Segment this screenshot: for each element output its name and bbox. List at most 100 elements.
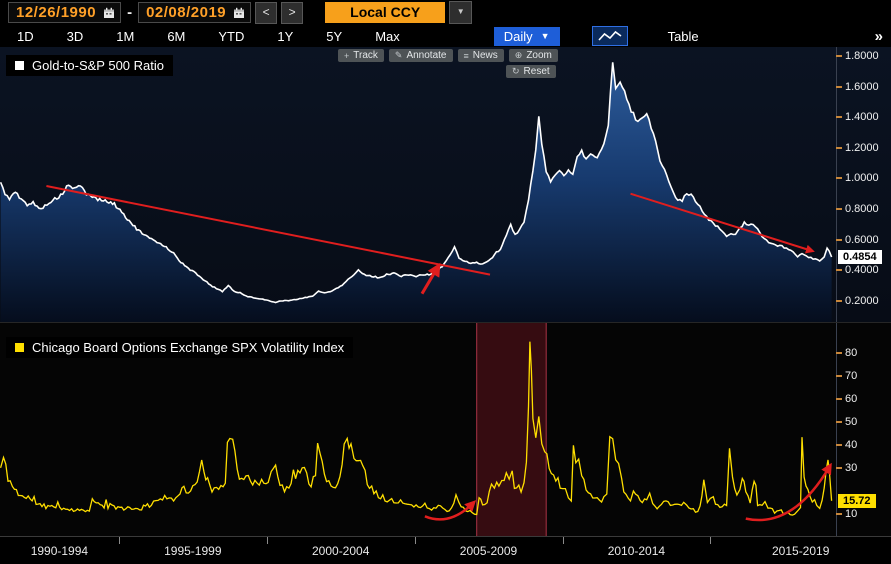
axis-tick-label: 1.0000 (845, 172, 879, 185)
x-axis-tick (710, 537, 712, 544)
tab-max[interactable]: Max (375, 28, 400, 44)
next-period-button[interactable]: > (281, 1, 304, 24)
more-chevrons-button[interactable]: » (874, 27, 883, 45)
chart-line-gold-spx-ratio (0, 62, 833, 304)
x-axis-tick (266, 537, 268, 544)
news-icon: ≡ (463, 50, 469, 61)
x-axis-tick (562, 537, 564, 544)
tab-1m[interactable]: 1M (116, 28, 135, 44)
x-axis-label: 1995-1999 (164, 544, 222, 558)
prev-period-button[interactable]: < (255, 1, 278, 24)
frequency-label: Daily (503, 28, 533, 44)
last-value-badge: 0.4854 (838, 250, 882, 264)
axis-tick-mark (836, 397, 842, 400)
last-value-badge: 15.72 (838, 493, 876, 508)
reset-button[interactable]: ↻ Reset (506, 65, 556, 78)
axis-tick-label: 0.4000 (845, 264, 879, 277)
gold-sp500-ratio-plot[interactable] (0, 47, 891, 322)
frequency-dropdown[interactable]: Daily ▼ (493, 26, 560, 46)
axis-tick-mark (836, 146, 842, 149)
annotate-button[interactable]: ✎ Annotate (388, 49, 453, 62)
zoom-button[interactable]: ⊕ Zoom (508, 49, 558, 62)
news-button[interactable]: ≡ News (457, 49, 504, 62)
tab-5y[interactable]: 5Y (326, 28, 343, 44)
x-axis-label: 2015-2019 (771, 544, 830, 558)
axis-tick-label: 0.6000 (845, 233, 879, 246)
date-toolbar: 12/26/1990 - 02/08/2019 < > Local CCY ▼ (0, 0, 891, 25)
vix-chart[interactable]: Chicago Board Options Exchange SPX Volat… (0, 322, 891, 537)
axis-tick-mark (836, 55, 842, 58)
start-date-value: 12/26/1990 (16, 4, 97, 21)
axis-tick-label: 1.6000 (845, 80, 879, 93)
axis-tick-label: 40 (845, 439, 858, 451)
axis-tick-mark (836, 116, 842, 119)
currency-dropdown-button[interactable]: ▼ (449, 1, 473, 24)
axis-tick-label: 50 (845, 415, 858, 428)
axis-tick-mark (836, 207, 842, 210)
chart-area-fill (0, 62, 832, 322)
x-axis-label: 2010-2014 (607, 544, 666, 558)
reset-icon: ↻ (512, 66, 520, 76)
crisis-shaded-band (476, 323, 547, 537)
annotation-trendline (630, 192, 815, 254)
x-axis-label: 1990-1994 (30, 544, 89, 558)
track-button[interactable]: + Track (338, 49, 384, 62)
vix-plot[interactable] (0, 323, 891, 537)
end-date-field[interactable]: 02/08/2019 (138, 2, 252, 23)
calendar-icon[interactable] (103, 7, 115, 19)
tab-ytd[interactable]: YTD (218, 28, 245, 44)
table-button[interactable]: Table (667, 28, 699, 44)
legend-bullet (15, 343, 24, 352)
x-axis-label: 2005-2009 (459, 544, 518, 558)
bottom-chart-legend-label: Chicago Board Options Exchange SPX Volat… (32, 340, 345, 355)
axis-tick-label: 70 (845, 369, 858, 382)
chart-type-button[interactable] (591, 26, 628, 46)
gold-sp500-ratio-chart[interactable]: Gold-to-S&P 500 Ratio + Track ✎ Annotate ≡ Ne… (0, 47, 891, 322)
axis-tick-mark (836, 444, 842, 446)
axis-tick-mark (836, 269, 842, 272)
legend-bullet (15, 61, 24, 70)
x-axis: 1990-1994 1995-1999 2000-2004 2005-2009 2010… (0, 536, 891, 564)
axis-tick-label: 1.2000 (845, 141, 879, 154)
axis-tick-mark (836, 299, 842, 302)
axis-tick-mark (836, 85, 842, 88)
date-range-separator: - (127, 4, 133, 21)
chevron-down-icon: ▼ (540, 31, 550, 41)
axis-tick-mark (836, 420, 842, 423)
axis-tick-mark (836, 374, 842, 377)
top-chart-legend: Gold-to-S&P 500 Ratio (6, 55, 173, 76)
annotate-icon: ✎ (394, 50, 403, 60)
tab-6m[interactable]: 6M (167, 28, 186, 44)
start-date-field[interactable]: 12/26/1990 (8, 2, 122, 23)
calendar-icon[interactable] (233, 7, 245, 19)
axis-tick-label: 10 (845, 508, 858, 520)
end-date-value: 02/08/2019 (146, 4, 227, 21)
tab-1d[interactable]: 1D (17, 28, 34, 44)
bottom-chart-legend: Chicago Board Options Exchange SPX Volat… (6, 337, 354, 358)
x-axis-tick (414, 537, 416, 544)
axis-tick-mark (836, 177, 842, 180)
axis-tick-mark (836, 351, 842, 354)
axis-tick-label: 1.4000 (845, 111, 879, 124)
annotation-curved_arrow (424, 500, 477, 521)
tab-3d[interactable]: 3D (66, 28, 84, 44)
period-tabbar: 1D 3D 1M 6M YTD 1Y 5Y Max Daily ▼ Table » (0, 25, 891, 47)
axis-tick-label: 80 (845, 346, 858, 359)
axis-tick-label: 60 (845, 392, 858, 405)
tab-1y[interactable]: 1Y (277, 28, 294, 44)
chart-controls: + Track ✎ Annotate ≡ News ⊕ Zoom (338, 49, 558, 62)
currency-selector[interactable]: Local CCY (325, 2, 446, 23)
axis-tick-label: 0.2000 (845, 294, 879, 307)
line-chart-icon (597, 30, 622, 42)
axis-tick-label: 1.8000 (845, 50, 879, 63)
x-axis-tick (118, 537, 120, 544)
period-tabs: 1D 3D 1M 6M YTD 1Y 5Y Max (8, 27, 424, 46)
annotation-trendline (46, 185, 491, 276)
axis-tick-mark (836, 513, 842, 515)
axis-tick-mark (836, 467, 842, 469)
zoom-icon: ⊕ (514, 50, 523, 60)
axis-tick-label: 30 (845, 462, 858, 474)
chart-line-vix (0, 341, 833, 516)
annotation-curved_arrow (745, 462, 832, 522)
